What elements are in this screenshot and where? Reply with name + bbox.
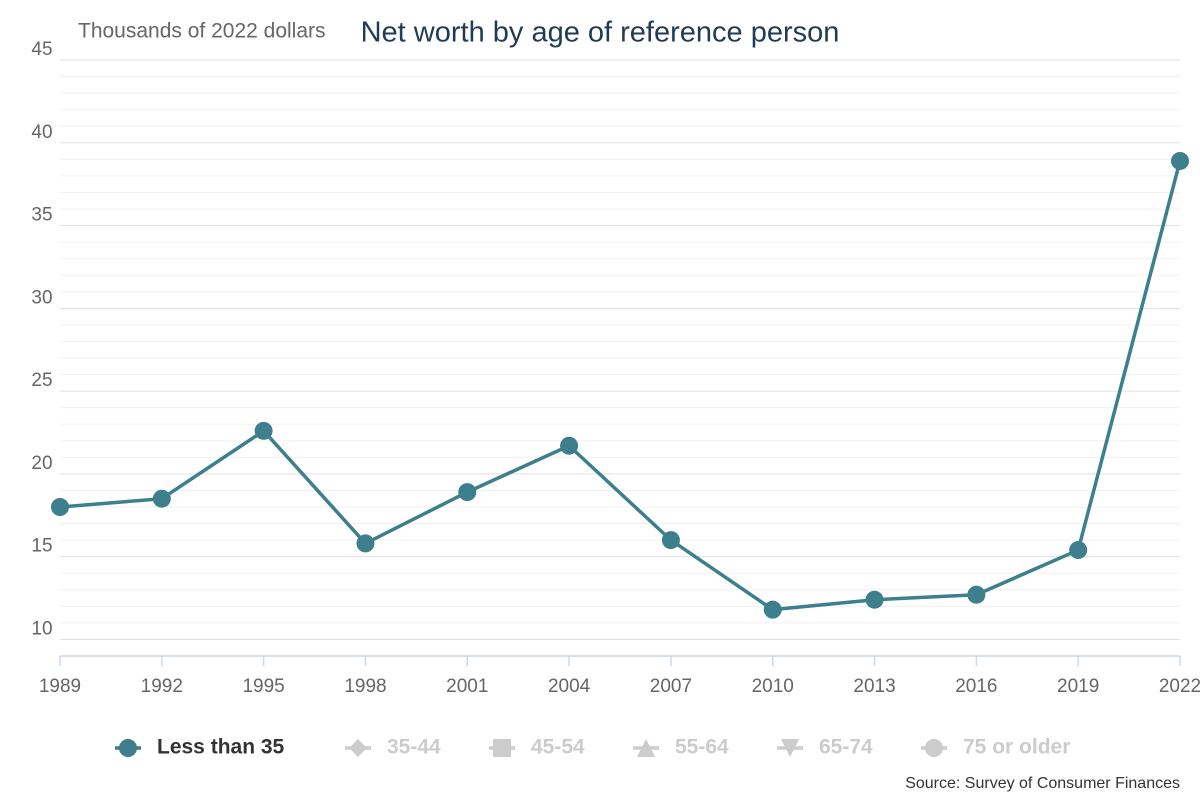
legend-marker: [119, 739, 137, 757]
legend-item[interactable]: 35-44: [345, 736, 441, 759]
legend-item[interactable]: 55-64: [633, 736, 729, 759]
data-point: [1171, 151, 1189, 170]
x-tick-label: 2007: [650, 676, 692, 697]
x-tick-label: 2013: [853, 676, 895, 697]
legend-item[interactable]: 75 or older: [921, 736, 1070, 759]
data-point: [254, 421, 273, 440]
y-tick-label: 25: [31, 370, 52, 391]
y-tick-label: 45: [31, 39, 52, 60]
source-note: Source: Survey of Consumer Finances: [905, 775, 1180, 792]
y-tick-label: 15: [31, 536, 52, 557]
data-point: [458, 483, 477, 502]
x-tick-label: 2004: [548, 676, 591, 697]
data-point: [560, 436, 579, 455]
legend-item[interactable]: Less than 35: [115, 736, 285, 759]
legend-marker: [781, 739, 799, 757]
legend-marker: [637, 739, 655, 757]
series-line: [59, 160, 1182, 612]
y-tick-label: 20: [31, 453, 52, 474]
data-point: [51, 498, 69, 516]
chart-title: Net worth by age of reference person: [361, 17, 840, 49]
legend-marker: [925, 739, 943, 757]
data-point: [356, 534, 375, 553]
legend-marker: [493, 739, 511, 757]
legend-item[interactable]: 65-74: [777, 736, 873, 759]
x-tick-label: 1995: [242, 676, 284, 697]
legend-marker: [349, 739, 367, 757]
legend-label: 35-44: [387, 736, 441, 759]
data-point: [865, 590, 884, 609]
x-tick-label: 2022: [1159, 676, 1200, 697]
legend-label: Less than 35: [157, 736, 285, 759]
x-tick-label: 2010: [752, 676, 794, 697]
data-point: [763, 600, 782, 619]
legend-label: 75 or older: [963, 736, 1070, 759]
y-tick-label: 35: [31, 205, 52, 226]
y-tick-label: 30: [31, 287, 52, 308]
x-tick-label: 2019: [1057, 676, 1099, 697]
data-point: [661, 531, 680, 550]
data-point: [967, 585, 986, 604]
data-point: [1069, 541, 1088, 560]
x-tick-label: 2016: [955, 676, 997, 697]
x-tick-label: 1992: [141, 676, 183, 697]
legend-label: 55-64: [675, 736, 729, 759]
chart-subtitle: Thousands of 2022 dollars: [78, 20, 326, 43]
data-point: [152, 489, 171, 508]
legend-label: 45-54: [531, 736, 585, 759]
y-tick-label: 10: [31, 618, 52, 639]
x-tick-label: 2001: [446, 676, 488, 697]
legend-item[interactable]: 45-54: [489, 736, 585, 759]
x-tick-label: 1989: [39, 676, 81, 697]
y-tick-label: 40: [31, 122, 52, 143]
legend-label: 65-74: [819, 736, 873, 759]
x-tick-label: 1998: [344, 676, 386, 697]
